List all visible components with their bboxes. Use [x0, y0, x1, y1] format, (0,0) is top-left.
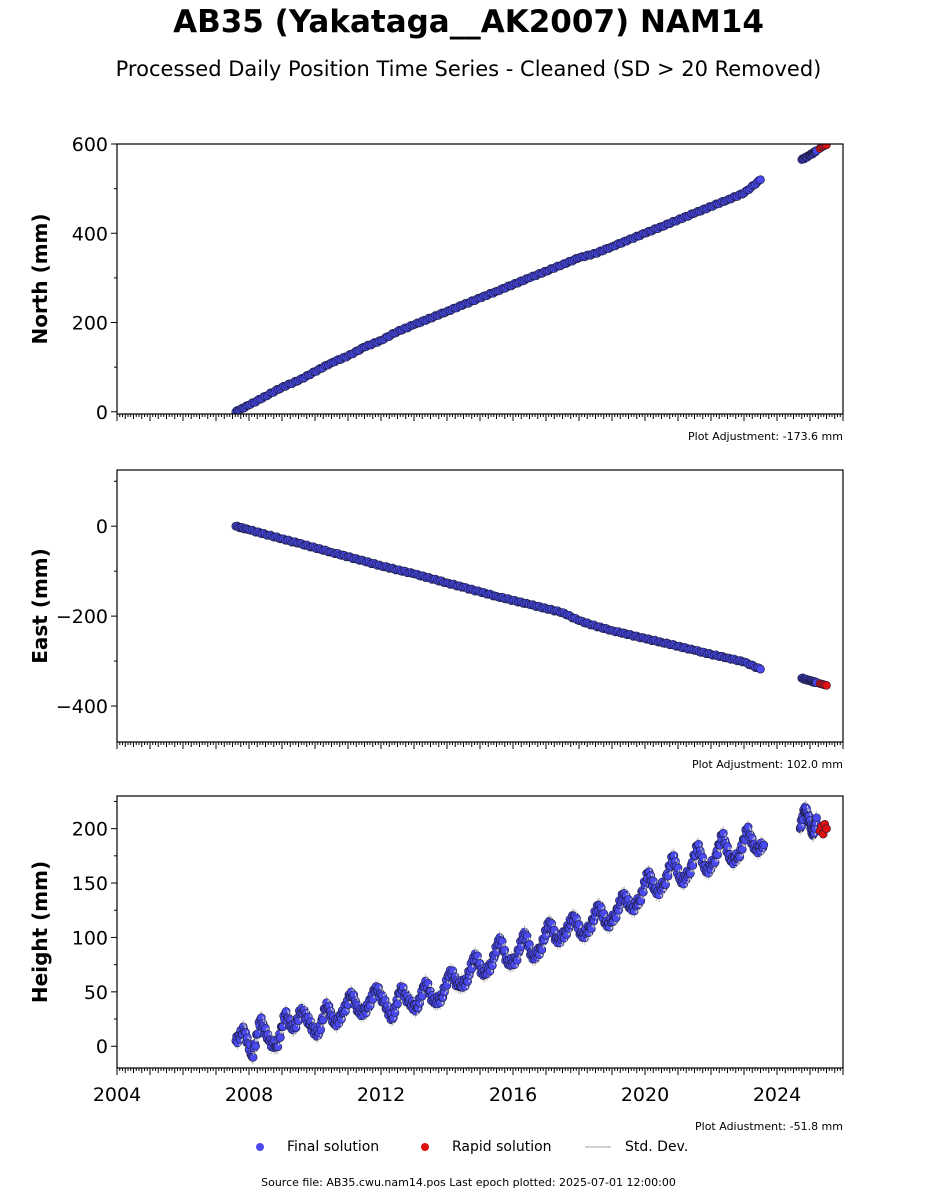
y-tick-label: −200: [56, 606, 108, 628]
y-tick-label: 200: [72, 313, 108, 335]
plot-frame: [116, 795, 844, 1069]
y-tick-label: 400: [72, 223, 108, 245]
legend-label-final: Final solution: [287, 1139, 380, 1155]
panel-3: 0 50 100 150 200 2004 2008 2012 2016 2020 2024 Heig…: [28, 795, 844, 1130]
rapid-solution-point: [822, 824, 831, 833]
panel-2: 0 −200 −400 East (mm) Plot Adjustment: 102.0…: [28, 469, 844, 771]
final-solution-point: [393, 999, 402, 1009]
y-tick-label: 150: [72, 873, 108, 895]
y-tick-label: 200: [72, 819, 108, 841]
x-tick-label: 2008: [225, 1084, 273, 1106]
y-tick-label: 600: [72, 134, 108, 156]
x-tick-label: 2004: [93, 1084, 141, 1106]
x-tick-label: 2024: [753, 1084, 801, 1106]
y-tick-label: −400: [56, 696, 108, 718]
final-solution-point: [719, 828, 728, 838]
rapid-solution-point: [822, 681, 831, 690]
final-solution-point: [276, 1033, 285, 1042]
chart-title: AB35 (Yakataga__AK2007) NAM14: [173, 4, 764, 40]
panel-1: 0 200 400 600 North (mm) Plot Adjustment: -17…: [28, 134, 844, 443]
plot-frame: [116, 143, 844, 415]
final-solution-point: [248, 1053, 258, 1062]
source-footer: Source file: AB35.cwu.nam14.pos Last epo…: [261, 1176, 676, 1189]
final-solution-point: [500, 945, 510, 955]
plot-area: [231, 521, 831, 690]
legend: Final solution Rapid solution Std. Dev.: [0, 1137, 937, 1157]
plot-frame: [116, 469, 844, 743]
x-tick-label: 2016: [489, 1084, 537, 1106]
plot-area: [231, 799, 831, 1065]
y-tick-label: 50: [84, 982, 108, 1004]
plot-adjustment-note: Plot Adjustment: 102.0 mm: [692, 758, 843, 771]
final-solution-point: [756, 175, 765, 185]
y-axis-label: Height (mm): [28, 861, 52, 1003]
y-tick-label: 0: [96, 516, 108, 538]
final-solution-point: [488, 961, 497, 970]
rapid-solution-point: [822, 144, 831, 150]
final-solution-point: [318, 1015, 328, 1025]
std-dev-line-marker: [585, 1146, 611, 1148]
y-tick-label: 100: [72, 927, 108, 949]
final-solution-point: [738, 845, 747, 854]
chart-subtitle: Processed Daily Position Time Series - C…: [115, 57, 822, 81]
x-tick-label: 2020: [621, 1084, 669, 1106]
legend-label-rapid: Rapid solution: [452, 1139, 552, 1155]
plot-adjustment-note: Plot Adjustment: -51.8 mm: [695, 1120, 843, 1130]
final-solution-marker: [256, 1143, 264, 1151]
final-solution-point: [756, 664, 765, 674]
y-tick-label: 0: [96, 402, 108, 424]
final-solution-point: [525, 940, 534, 949]
final-solution-point: [812, 813, 821, 823]
final-solution-point: [316, 1025, 326, 1035]
final-solution-point: [663, 871, 673, 881]
final-solution-point: [512, 956, 522, 965]
final-solution-point: [759, 840, 769, 850]
plot-adjustment-note: Plot Adjustment: -173.6 mm: [688, 430, 843, 443]
y-axis-label: East (mm): [28, 548, 52, 664]
y-axis-label: North (mm): [28, 213, 52, 344]
plot-area: [231, 144, 831, 414]
y-tick-label: 0: [96, 1036, 108, 1058]
x-tick-label: 2012: [357, 1084, 405, 1106]
final-solution-point: [251, 1041, 260, 1051]
legend-label-stddev: Std. Dev.: [625, 1139, 689, 1155]
final-solution-point: [639, 887, 648, 897]
final-solution-point: [713, 850, 722, 859]
rapid-solution-marker: [421, 1143, 429, 1151]
